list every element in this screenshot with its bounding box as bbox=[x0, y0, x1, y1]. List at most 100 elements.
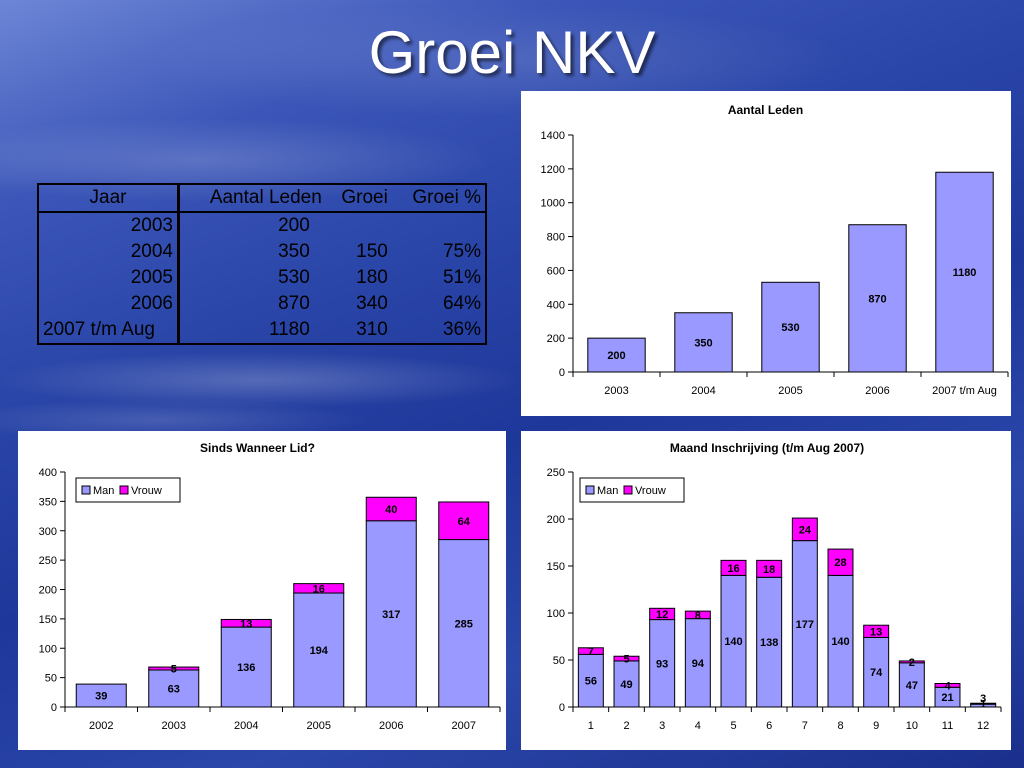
y-tick-label: 150 bbox=[547, 561, 565, 573]
cell-jaar: 2006 bbox=[38, 291, 180, 317]
bar-data-label-vrouw: 12 bbox=[656, 609, 668, 621]
chart-sinds-wanneer-lid: Sinds Wanneer Lid? 0 50 100 150 200 250 300 350 4… bbox=[39, 441, 501, 732]
table-row: 2007 t/m Aug 1180 310 36% bbox=[38, 317, 486, 344]
bar-data-label-vrouw: 13 bbox=[870, 626, 882, 638]
bar-man bbox=[438, 539, 490, 708]
bar-vrouw bbox=[863, 624, 890, 638]
bar-data-label-vrouw: 16 bbox=[727, 563, 739, 575]
bar-vrouw bbox=[649, 607, 676, 621]
table-row: 2003 200 bbox=[38, 212, 486, 239]
chart-title: Aantal Leden bbox=[728, 103, 803, 117]
bar-vrouw bbox=[148, 666, 200, 671]
cell-aantal: 200 bbox=[278, 215, 310, 236]
cell-groei-pct bbox=[392, 212, 486, 239]
x-tick-label: 2004 bbox=[234, 720, 258, 732]
bar-data-label-vrouw: 16 bbox=[313, 583, 325, 595]
bar-man bbox=[577, 653, 604, 708]
x-tick-label: 2003 bbox=[604, 385, 628, 397]
x-tick-label: 9 bbox=[873, 720, 879, 732]
bar-vrouw bbox=[791, 517, 818, 542]
y-tick-label: 300 bbox=[39, 526, 57, 538]
bar-data-label-man: 94 bbox=[692, 658, 705, 670]
bar-data-label-vrouw: 40 bbox=[385, 504, 397, 516]
x-tick-label: 2005 bbox=[778, 385, 802, 397]
bar-man bbox=[791, 540, 818, 708]
bar-data-label: 350 bbox=[694, 337, 712, 349]
header-groei-pct: Groei % bbox=[391, 184, 486, 213]
bar-data-label-vrouw: 8 bbox=[695, 610, 701, 622]
x-tick-label: 10 bbox=[906, 720, 918, 732]
chart-panel-maand-inschrijving: Maand Inschrijving (t/m Aug 2007) 0 50 100 1… bbox=[521, 431, 1011, 750]
bar bbox=[674, 312, 733, 373]
bar-man bbox=[148, 669, 200, 708]
cell-groei-pct: 36% bbox=[442, 319, 481, 340]
bar-data-label-man: 285 bbox=[455, 618, 473, 630]
bar-vrouw bbox=[934, 683, 961, 688]
cell-groei: 180 bbox=[356, 267, 388, 288]
y-tick-label: 250 bbox=[39, 555, 57, 567]
bar-data-label-man: 49 bbox=[620, 679, 632, 691]
bar-vrouw bbox=[898, 660, 925, 664]
cell-aantal: 530 bbox=[278, 267, 310, 288]
chart-panel-aantal-leden: Aantal Leden 0 200 400 600 800 1000 1200 1400 200… bbox=[521, 91, 1011, 416]
x-tick-label: 3 bbox=[659, 720, 665, 732]
bar bbox=[587, 337, 646, 373]
chart-maand-inschrijving: Maand Inschrijving (t/m Aug 2007) 0 50 100 1… bbox=[547, 441, 1002, 732]
cell-jaar: 2007 t/m Aug bbox=[38, 317, 180, 344]
y-tick-label: 50 bbox=[553, 655, 565, 667]
x-tick-label: 1 bbox=[588, 720, 594, 732]
header-groei: Groei bbox=[325, 184, 392, 213]
y-tick-label: 600 bbox=[547, 265, 565, 277]
legend-swatch-man bbox=[81, 485, 91, 495]
header-aantal-leden: Aantal Leden bbox=[178, 184, 326, 213]
cell-jaar: 2003 bbox=[38, 212, 180, 239]
x-tick-label: 2006 bbox=[865, 385, 889, 397]
y-tick-label: 150 bbox=[39, 614, 57, 626]
cell-groei: 340 bbox=[356, 293, 388, 314]
chart-panel-sinds-wanneer: Sinds Wanneer Lid? 0 50 100 150 200 250 300 350 4… bbox=[18, 431, 506, 750]
bar-data-label-vrouw: 2 bbox=[909, 657, 915, 669]
x-tick-label: 8 bbox=[837, 720, 843, 732]
cell-groei: 150 bbox=[356, 241, 388, 262]
cell-jaar: 2005 bbox=[38, 265, 180, 291]
bar-data-label-man: 56 bbox=[585, 676, 597, 688]
x-tick-label: 2002 bbox=[89, 720, 113, 732]
legend-label-man: Man bbox=[93, 485, 114, 497]
chart-title: Sinds Wanneer Lid? bbox=[200, 441, 315, 455]
bar-man bbox=[649, 619, 676, 708]
legend-swatch-vrouw bbox=[623, 485, 633, 495]
bar-man bbox=[720, 574, 747, 708]
bar-vrouw bbox=[365, 496, 417, 522]
table-row: 2004 350 150 75% bbox=[38, 239, 486, 265]
bar-data-label-vrouw: 64 bbox=[458, 516, 471, 528]
bar-vrouw bbox=[577, 647, 604, 655]
bar-vrouw bbox=[720, 559, 747, 576]
x-tick-label: 2 bbox=[623, 720, 629, 732]
y-tick-label: 800 bbox=[547, 232, 565, 244]
bar-data-label: 200 bbox=[607, 350, 625, 362]
y-tick-label: 400 bbox=[547, 299, 565, 311]
x-tick-label: 2006 bbox=[379, 720, 403, 732]
y-tick-label: 250 bbox=[547, 467, 565, 479]
bar-data-label-man: 194 bbox=[310, 645, 329, 657]
chart-title: Maand Inschrijving (t/m Aug 2007) bbox=[670, 441, 864, 455]
cell-groei-pct: 75% bbox=[442, 241, 481, 262]
bar-data-label-man: 140 bbox=[724, 636, 742, 648]
bar-data-label-man: 140 bbox=[831, 636, 849, 648]
bar-data-label-man: 74 bbox=[870, 667, 883, 679]
x-tick-label: 12 bbox=[977, 720, 989, 732]
x-tick-label: 6 bbox=[766, 720, 772, 732]
y-tick-label: 400 bbox=[39, 467, 57, 479]
cell-aantal: 1180 bbox=[268, 319, 310, 340]
growth-table: Jaar Aantal Leden Groei Groei % 2003 200… bbox=[37, 183, 487, 345]
x-tick-label: 5 bbox=[730, 720, 736, 732]
bar-data-label-man: 63 bbox=[168, 683, 180, 695]
bar-data-label-vrouw: 18 bbox=[763, 564, 775, 576]
cell-groei bbox=[326, 212, 392, 239]
legend-swatch-vrouw bbox=[119, 485, 129, 495]
y-tick-label: 0 bbox=[559, 702, 565, 714]
bar-vrouw bbox=[293, 583, 345, 594]
bar-vrouw bbox=[684, 610, 711, 620]
bar-data-label-man: 136 bbox=[237, 662, 255, 674]
bar-data-label-man: 93 bbox=[656, 658, 668, 670]
